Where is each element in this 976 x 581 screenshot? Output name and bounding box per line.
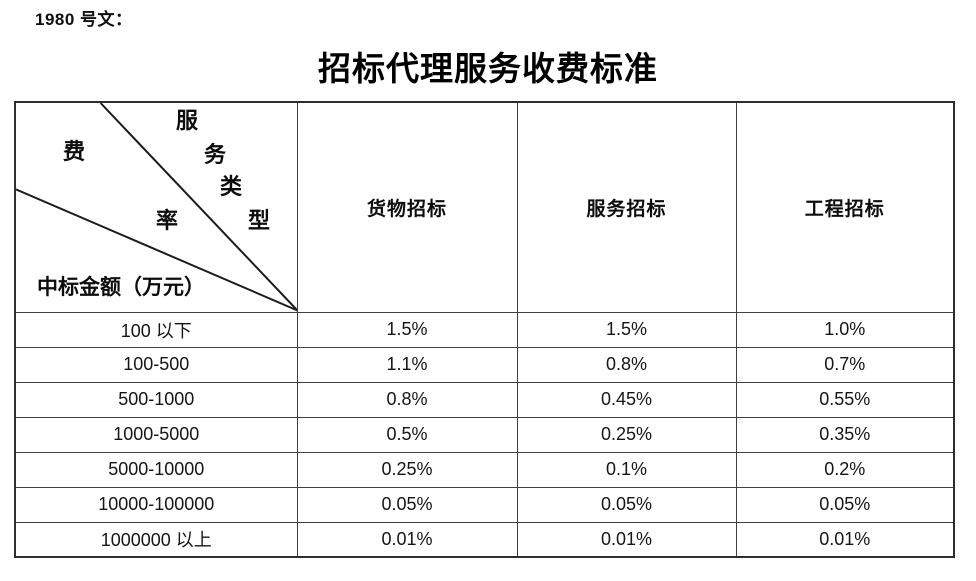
corner-label-fee-rate-char: 费 xyxy=(63,139,86,164)
fee-rate-value: 0.01% xyxy=(296,521,518,558)
fee-rate-value: 1.5% xyxy=(296,311,518,348)
fee-rate-value: 0.35% xyxy=(735,416,955,453)
table-row: 100-500 1.1% 0.8% 0.7% xyxy=(14,346,955,383)
row-label-amount-tier: 100-500 xyxy=(14,346,298,383)
fee-standard-table: 服 务 类 型 费 率 中标金额（万元） 货物招标 服务招标 工程招标 100 … xyxy=(14,101,955,558)
row-label-amount-tier: 500-1000 xyxy=(14,381,298,418)
fee-rate-value: 1.1% xyxy=(296,346,518,383)
fee-rate-value: 0.01% xyxy=(516,521,737,558)
row-label-amount-tier: 1000-5000 xyxy=(14,416,298,453)
table-header-row: 服 务 类 型 费 率 中标金额（万元） 货物招标 服务招标 工程招标 xyxy=(14,101,955,313)
corner-label-service-type-char: 服 xyxy=(176,108,199,133)
table-row: 5000-10000 0.25% 0.1% 0.2% xyxy=(14,451,955,488)
corner-label-bid-amount: 中标金额（万元） xyxy=(37,275,205,299)
doc-reference-number: 1980 号文： xyxy=(35,10,133,29)
column-header-goods-bidding: 货物招标 xyxy=(296,101,518,313)
table-row: 1000000 以上 0.01% 0.01% 0.01% xyxy=(14,521,955,558)
diagonal-split-header-cell: 服 务 类 型 费 率 中标金额（万元） xyxy=(14,101,298,313)
table-row: 1000-5000 0.5% 0.25% 0.35% xyxy=(14,416,955,453)
fee-rate-value: 0.05% xyxy=(516,486,737,523)
table-row: 100 以下 1.5% 1.5% 1.0% xyxy=(14,311,955,348)
corner-label-service-type-char: 务 xyxy=(204,142,227,167)
fee-rate-value: 0.8% xyxy=(516,346,737,383)
fee-rate-value: 0.25% xyxy=(516,416,737,453)
column-header-service-bidding: 服务招标 xyxy=(516,101,737,313)
fee-rate-value: 0.05% xyxy=(296,486,518,523)
fee-rate-value: 0.1% xyxy=(516,451,737,488)
corner-label-service-type-char: 类 xyxy=(220,174,243,199)
row-label-amount-tier: 100 以下 xyxy=(14,311,298,348)
fee-rate-value: 0.45% xyxy=(516,381,737,418)
fee-rate-value: 1.5% xyxy=(516,311,737,348)
row-label-amount-tier: 10000-100000 xyxy=(14,486,298,523)
column-header-works-bidding: 工程招标 xyxy=(735,101,955,313)
fee-rate-value: 0.7% xyxy=(735,346,955,383)
corner-label-service-type-char: 型 xyxy=(248,208,271,233)
page-title: 招标代理服务收费标准 xyxy=(318,52,658,88)
diagonal-divider-lines xyxy=(16,103,296,311)
fee-rate-value: 0.5% xyxy=(296,416,518,453)
fee-rate-value: 0.8% xyxy=(296,381,518,418)
fee-rate-value: 0.25% xyxy=(296,451,518,488)
fee-rate-value: 0.2% xyxy=(735,451,955,488)
table-row: 500-1000 0.8% 0.45% 0.55% xyxy=(14,381,955,418)
corner-label-fee-rate-char: 率 xyxy=(156,208,179,233)
fee-rate-value: 0.01% xyxy=(735,521,955,558)
fee-rate-value: 0.55% xyxy=(735,381,955,418)
table-row: 10000-100000 0.05% 0.05% 0.05% xyxy=(14,486,955,523)
row-label-amount-tier: 1000000 以上 xyxy=(14,521,298,558)
row-label-amount-tier: 5000-10000 xyxy=(14,451,298,488)
fee-rate-value: 1.0% xyxy=(735,311,955,348)
fee-rate-value: 0.05% xyxy=(735,486,955,523)
